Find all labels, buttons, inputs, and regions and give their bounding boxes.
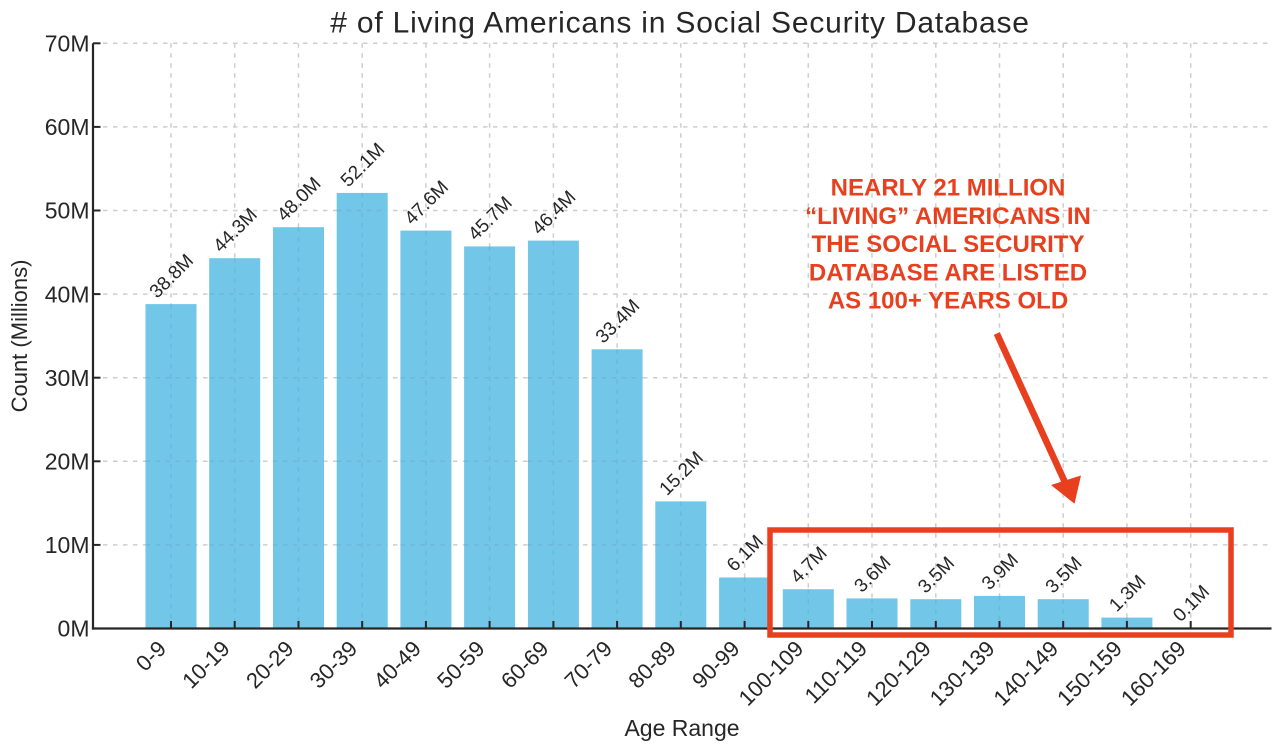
svg-text:AS 100+ YEARS OLD: AS 100+ YEARS OLD xyxy=(828,288,1068,315)
svg-text:0M: 0M xyxy=(58,616,90,642)
svg-text:10M: 10M xyxy=(45,532,90,558)
svg-text:20M: 20M xyxy=(45,449,90,475)
svg-text:30M: 30M xyxy=(45,365,90,391)
svg-text:50M: 50M xyxy=(45,198,90,224)
svg-text:“LIVING” AMERICANS IN: “LIVING” AMERICANS IN xyxy=(805,203,1091,230)
svg-text:70M: 70M xyxy=(45,31,90,57)
svg-text:DATABASE ARE LISTED: DATABASE ARE LISTED xyxy=(809,259,1087,286)
svg-text:# of Living Americans in Socia: # of Living Americans in Social Security… xyxy=(330,7,1030,40)
svg-text:40M: 40M xyxy=(45,281,90,307)
svg-text:Count (Millions): Count (Millions) xyxy=(7,260,32,413)
svg-text:NEARLY 21 MILLION: NEARLY 21 MILLION xyxy=(831,175,1066,202)
svg-text:60M: 60M xyxy=(45,114,90,140)
svg-text:Age Range: Age Range xyxy=(624,715,739,741)
svg-text:THE SOCIAL SECURITY: THE SOCIAL SECURITY xyxy=(812,231,1085,258)
